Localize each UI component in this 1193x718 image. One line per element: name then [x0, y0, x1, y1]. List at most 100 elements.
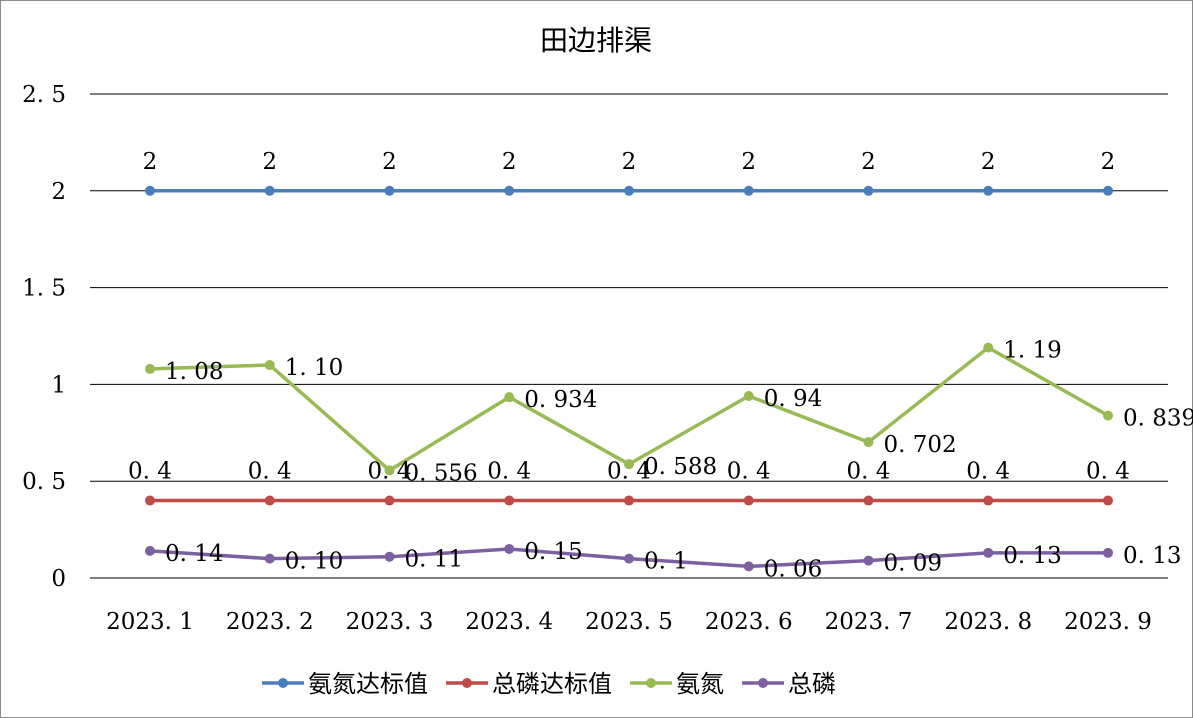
data-label: 0. 4 — [248, 459, 292, 485]
x-axis-ticks: 2023. 1 2023. 2 2023. 3 2023. 4 2023. 5 2023.… — [106, 609, 1152, 635]
data-point — [384, 465, 395, 476]
data-point — [384, 185, 395, 196]
y-tick-label: 1. 5 — [22, 276, 66, 302]
data-point — [863, 495, 874, 506]
x-tick-label: 2023. 6 — [705, 609, 793, 635]
data-label: 0. 934 — [524, 387, 597, 413]
data-point — [743, 495, 754, 506]
data-label: 0. 15 — [524, 539, 583, 565]
series-lines — [145, 185, 1113, 572]
data-label: 0. 13 — [1123, 543, 1182, 569]
data-point — [743, 185, 754, 196]
data-label: 0. 4 — [607, 459, 651, 485]
data-point — [983, 547, 994, 558]
data-point — [624, 185, 634, 196]
data-label: 0. 94 — [764, 386, 823, 412]
x-tick-label: 2023. 2 — [226, 609, 314, 635]
data-point — [145, 363, 155, 374]
legend: 氨氮达标值 总磷达标值 氨氮 总磷 — [262, 670, 836, 698]
x-tick-label: 2023. 1 — [106, 609, 194, 635]
data-point — [264, 185, 275, 196]
x-tick-label: 2023. 8 — [944, 609, 1032, 635]
data-label: 0. 4 — [487, 459, 531, 485]
data-point — [624, 459, 634, 470]
data-label: 0. 4 — [368, 459, 412, 485]
data-label: 2 — [502, 149, 517, 175]
legend-label: 氨氮达标值 — [308, 670, 428, 698]
data-point — [384, 495, 395, 506]
data-label: 2 — [262, 149, 277, 175]
data-point — [384, 551, 395, 562]
y-tick-label: 0. 5 — [22, 469, 66, 495]
data-point — [1103, 547, 1113, 558]
y-axis-ticks: 0 0. 5 1 1. 5 2 2. 5 — [22, 82, 66, 592]
legend-label: 总磷 — [788, 670, 836, 698]
y-tick-label: 0 — [51, 566, 66, 592]
data-point — [863, 185, 874, 196]
data-label: 0. 4 — [1086, 459, 1130, 485]
data-labels: 2 2 2 2 2 2 2 2 20. 4 0. 4 0. 4 0. 4 0. 4 0. 4 0. 4 0. … — [128, 149, 1193, 583]
data-point — [145, 545, 155, 556]
data-point — [983, 342, 994, 353]
data-point — [145, 185, 155, 196]
legend-swatch-marker — [646, 678, 656, 688]
data-point — [743, 391, 754, 402]
legend-swatch-marker — [462, 678, 472, 688]
data-label: 1. 19 — [1003, 338, 1062, 364]
y-tick-label: 2 — [51, 179, 66, 205]
data-point — [504, 495, 515, 506]
data-label: 2 — [861, 149, 876, 175]
x-tick-label: 2023. 3 — [346, 609, 434, 635]
data-point — [1103, 185, 1113, 196]
data-label: 2 — [1101, 149, 1116, 175]
data-point — [504, 392, 515, 403]
data-label: 0. 839 — [1123, 406, 1193, 432]
data-point — [743, 561, 754, 572]
data-label: 2 — [981, 149, 996, 175]
data-label: 2 — [382, 149, 397, 175]
data-label: 0. 09 — [884, 551, 943, 577]
data-label: 0. 14 — [165, 541, 224, 567]
data-point — [145, 495, 155, 506]
data-point — [264, 553, 275, 564]
y-tick-label: 2. 5 — [22, 82, 66, 108]
data-point — [624, 553, 634, 564]
x-tick-label: 2023. 5 — [585, 609, 673, 635]
data-label: 0. 702 — [884, 432, 957, 458]
data-label: 0. 4 — [727, 459, 771, 485]
data-point — [264, 360, 275, 371]
data-label: 2 — [622, 149, 637, 175]
data-label: 0. 10 — [285, 549, 344, 575]
legend-label: 总磷达标值 — [492, 670, 612, 698]
data-point — [1103, 495, 1113, 506]
x-tick-label: 2023. 9 — [1064, 609, 1152, 635]
data-label: 0. 11 — [405, 547, 464, 573]
data-point — [863, 437, 874, 448]
data-label: 1. 10 — [285, 355, 344, 381]
data-label: 0. 06 — [764, 556, 823, 582]
data-point — [863, 555, 874, 566]
data-point — [983, 495, 994, 506]
data-point — [504, 543, 515, 554]
data-label: 1. 08 — [165, 359, 224, 385]
data-label: 2 — [143, 149, 158, 175]
chart-title: 田边排渠 — [540, 24, 652, 57]
data-point — [504, 185, 515, 196]
legend-label: 氨氮 — [676, 670, 724, 698]
data-point — [624, 495, 634, 506]
data-label: 0. 13 — [1003, 543, 1062, 569]
data-point — [1103, 410, 1113, 421]
data-point — [983, 185, 994, 196]
legend-swatch-marker — [278, 678, 288, 688]
data-label: 2 — [741, 149, 756, 175]
x-tick-label: 2023. 4 — [465, 609, 553, 635]
data-label: 0. 556 — [405, 460, 478, 486]
data-label: 0. 4 — [128, 459, 172, 485]
y-tick-label: 1 — [51, 372, 66, 398]
x-tick-label: 2023. 7 — [825, 609, 913, 635]
data-point — [264, 495, 275, 506]
data-label: 0. 588 — [644, 454, 717, 480]
data-label: 0. 4 — [966, 459, 1010, 485]
